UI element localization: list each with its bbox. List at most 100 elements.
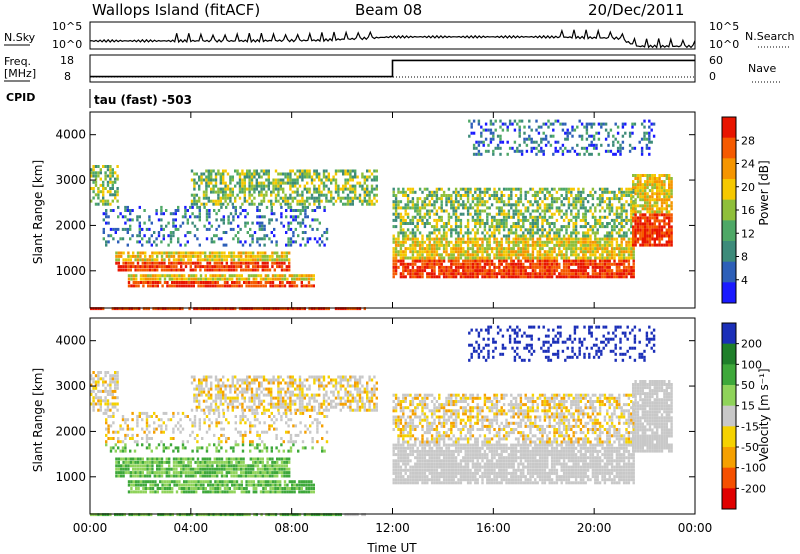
power-cell bbox=[656, 195, 659, 199]
power-cell bbox=[289, 202, 292, 206]
power-cell bbox=[594, 190, 597, 194]
velocity-cell bbox=[241, 387, 244, 391]
power-cell bbox=[279, 274, 282, 278]
power-cell bbox=[186, 231, 189, 234]
power-cell bbox=[127, 281, 131, 284]
power-cell bbox=[502, 256, 506, 260]
power-cell bbox=[601, 197, 604, 201]
power-cell bbox=[244, 261, 248, 265]
power-cell bbox=[514, 194, 518, 197]
power-cell bbox=[632, 269, 635, 273]
power-cell bbox=[560, 228, 563, 232]
power-cell bbox=[406, 200, 410, 204]
power-cell bbox=[210, 172, 213, 176]
power-cell bbox=[574, 215, 578, 219]
power-cell bbox=[648, 131, 651, 135]
power-cell bbox=[137, 281, 140, 284]
power-cell bbox=[279, 184, 282, 188]
power-cell bbox=[250, 172, 254, 176]
power-cell bbox=[94, 165, 98, 168]
power-cell bbox=[603, 243, 607, 247]
power-cell bbox=[493, 237, 496, 241]
power-cell bbox=[644, 243, 647, 247]
power-cell bbox=[111, 183, 114, 187]
power-cell bbox=[620, 225, 623, 229]
power-cell bbox=[471, 262, 475, 266]
power-cell bbox=[198, 184, 201, 188]
power-cell bbox=[216, 274, 219, 278]
power-cell bbox=[466, 218, 470, 222]
power-cell bbox=[648, 216, 652, 220]
power-cell bbox=[208, 227, 211, 231]
power-cell bbox=[198, 243, 201, 247]
power-cell bbox=[406, 234, 410, 238]
power-cell bbox=[235, 281, 239, 284]
power-cell bbox=[402, 250, 405, 254]
power-cell bbox=[334, 169, 338, 173]
power-cell bbox=[490, 269, 494, 273]
power-cell bbox=[272, 190, 275, 194]
power-cell bbox=[310, 178, 314, 182]
velocity-cell bbox=[277, 408, 280, 412]
power-cell bbox=[530, 137, 533, 141]
velocity-cell bbox=[97, 377, 100, 381]
power-cell bbox=[562, 240, 566, 244]
velocity-cell bbox=[97, 380, 100, 384]
power-cell bbox=[409, 269, 412, 273]
power-cell bbox=[210, 175, 213, 179]
power-cell bbox=[105, 212, 108, 216]
power-cell bbox=[574, 212, 578, 216]
power-cell bbox=[582, 206, 585, 210]
power-cell bbox=[282, 224, 285, 228]
power-cell bbox=[279, 307, 282, 311]
power-cell bbox=[464, 240, 467, 244]
power-cell bbox=[560, 240, 563, 244]
power-cell bbox=[454, 250, 458, 254]
power-cell bbox=[277, 178, 280, 182]
power-cell bbox=[512, 222, 515, 225]
power-cell bbox=[505, 272, 508, 276]
power-cell bbox=[440, 194, 443, 197]
power-cell bbox=[186, 221, 189, 225]
power-cell bbox=[210, 240, 213, 244]
power-cell bbox=[414, 247, 417, 251]
power-cell bbox=[639, 186, 642, 190]
power-cell bbox=[121, 227, 125, 231]
power-cell bbox=[454, 237, 458, 241]
power-cell bbox=[139, 258, 142, 262]
power-cell bbox=[643, 119, 646, 123]
power-cell bbox=[166, 307, 170, 311]
velocity-cell bbox=[277, 387, 280, 391]
power-cell bbox=[498, 262, 501, 266]
power-cell bbox=[414, 209, 417, 213]
power-cell bbox=[303, 307, 306, 311]
power-cell bbox=[344, 202, 347, 206]
power-cell bbox=[670, 237, 673, 241]
power-cell bbox=[430, 247, 434, 251]
power-cell bbox=[191, 205, 194, 209]
power-cell bbox=[404, 190, 407, 194]
power-cell bbox=[394, 194, 398, 197]
power-cell bbox=[207, 277, 210, 281]
power-cell bbox=[612, 152, 615, 156]
power-cell bbox=[608, 272, 611, 276]
power-cell bbox=[574, 206, 578, 210]
power-cell bbox=[263, 234, 266, 238]
power-cell bbox=[565, 253, 568, 257]
power-cell bbox=[644, 225, 647, 229]
noise-left-tick-top: 10^5 bbox=[52, 20, 82, 33]
power-cell bbox=[416, 275, 419, 279]
power-cell bbox=[471, 256, 475, 260]
power-cell bbox=[447, 194, 451, 197]
power-cell bbox=[109, 180, 112, 184]
power-cell bbox=[265, 193, 268, 197]
velocity-cell bbox=[301, 393, 304, 397]
power-cell bbox=[414, 259, 417, 263]
velocity-cell bbox=[298, 384, 302, 388]
power-cell bbox=[572, 272, 575, 276]
y-tick-label: 1000 bbox=[55, 264, 86, 278]
velocity-cell bbox=[106, 399, 110, 403]
power-cell bbox=[322, 184, 326, 188]
power-cell bbox=[409, 262, 412, 266]
power-cell bbox=[278, 261, 281, 265]
